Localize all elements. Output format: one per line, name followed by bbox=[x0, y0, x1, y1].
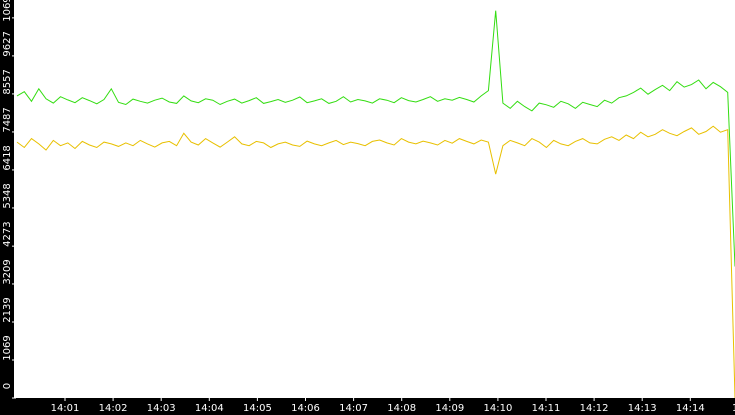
y-tick-label: 8557 bbox=[2, 69, 13, 94]
x-tick-label: 14:11 bbox=[532, 403, 561, 414]
y-tick-label: 6418 bbox=[2, 145, 13, 170]
x-tick-label: 14:06 bbox=[291, 403, 320, 414]
x-tick-label: 14:13 bbox=[628, 403, 657, 414]
y-tick-label: 9627 bbox=[2, 31, 13, 56]
x-tick-label: 14:05 bbox=[243, 403, 272, 414]
y-tick-label: 5348 bbox=[2, 183, 13, 208]
plot-area bbox=[14, 0, 735, 398]
series-line bbox=[16, 125, 735, 399]
y-tick-label: 2139 bbox=[2, 297, 13, 322]
x-tick-label: 14:09 bbox=[435, 403, 464, 414]
y-tick-label: 7487 bbox=[2, 107, 13, 132]
y-tick-label: 3209 bbox=[2, 259, 13, 284]
x-tick-label: 14:08 bbox=[387, 403, 416, 414]
y-tick-label: 1069 bbox=[2, 335, 13, 360]
x-tick-label: 14:10 bbox=[483, 403, 512, 414]
y-tick-label: 10697 bbox=[2, 0, 13, 22]
y-tick-label: 0 bbox=[2, 383, 13, 389]
x-tick-label: 14:07 bbox=[339, 403, 368, 414]
x-tick-label: 14:12 bbox=[580, 403, 609, 414]
x-tick-label: 14:01 bbox=[51, 403, 80, 414]
x-tick-label: 14:14 bbox=[676, 403, 705, 414]
x-tick-label: 14 bbox=[732, 403, 735, 414]
x-tick-label: 14:04 bbox=[195, 403, 224, 414]
x-tick-label: 14:02 bbox=[99, 403, 128, 414]
x-tick-label: 14:03 bbox=[147, 403, 176, 414]
y-tick-label: 4273 bbox=[2, 221, 13, 246]
series-line bbox=[16, 10, 735, 267]
